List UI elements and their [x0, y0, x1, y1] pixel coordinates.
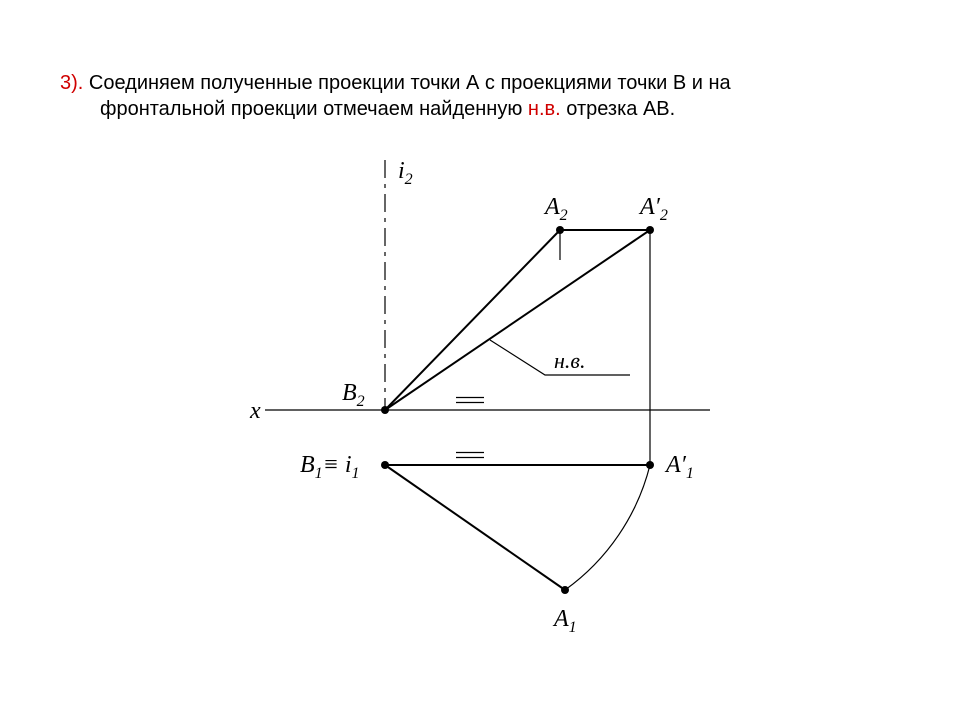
svg-text:i2: i2	[398, 158, 413, 188]
geometry-diagram: i2 A2 A′2 B2 x B1≡ i1 A′1 A1 н.в.	[150, 150, 810, 670]
svg-text:x: x	[249, 398, 261, 424]
caption-block: 3). Соединяем полученные проекции точки …	[60, 70, 900, 122]
svg-text:A2: A2	[543, 194, 568, 224]
caption-line1: Соединяем полученные проекции точки А с …	[83, 72, 730, 94]
svg-text:A′1: A′1	[664, 452, 694, 482]
caption-number: 3).	[60, 72, 83, 94]
svg-text:B1≡ i1: B1≡ i1	[300, 452, 360, 482]
caption-line2b: отрезка АВ.	[561, 98, 675, 120]
svg-text:A′2: A′2	[638, 194, 668, 224]
caption-line2a: фронтальной проекции отмечаем найденную	[100, 98, 528, 120]
svg-text:B2: B2	[342, 380, 365, 410]
svg-text:A1: A1	[552, 606, 577, 636]
caption-nv: н.в.	[528, 98, 561, 120]
svg-text:н.в.: н.в.	[554, 348, 585, 373]
